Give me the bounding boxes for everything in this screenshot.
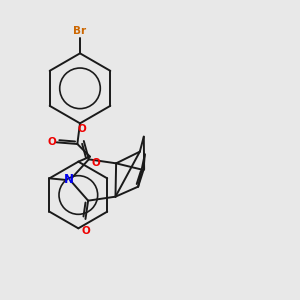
Text: O: O: [81, 226, 90, 236]
Text: N: N: [64, 173, 74, 187]
Text: O: O: [92, 158, 100, 168]
Text: O: O: [78, 124, 86, 134]
Text: O: O: [48, 137, 57, 147]
Text: Br: Br: [74, 26, 87, 36]
